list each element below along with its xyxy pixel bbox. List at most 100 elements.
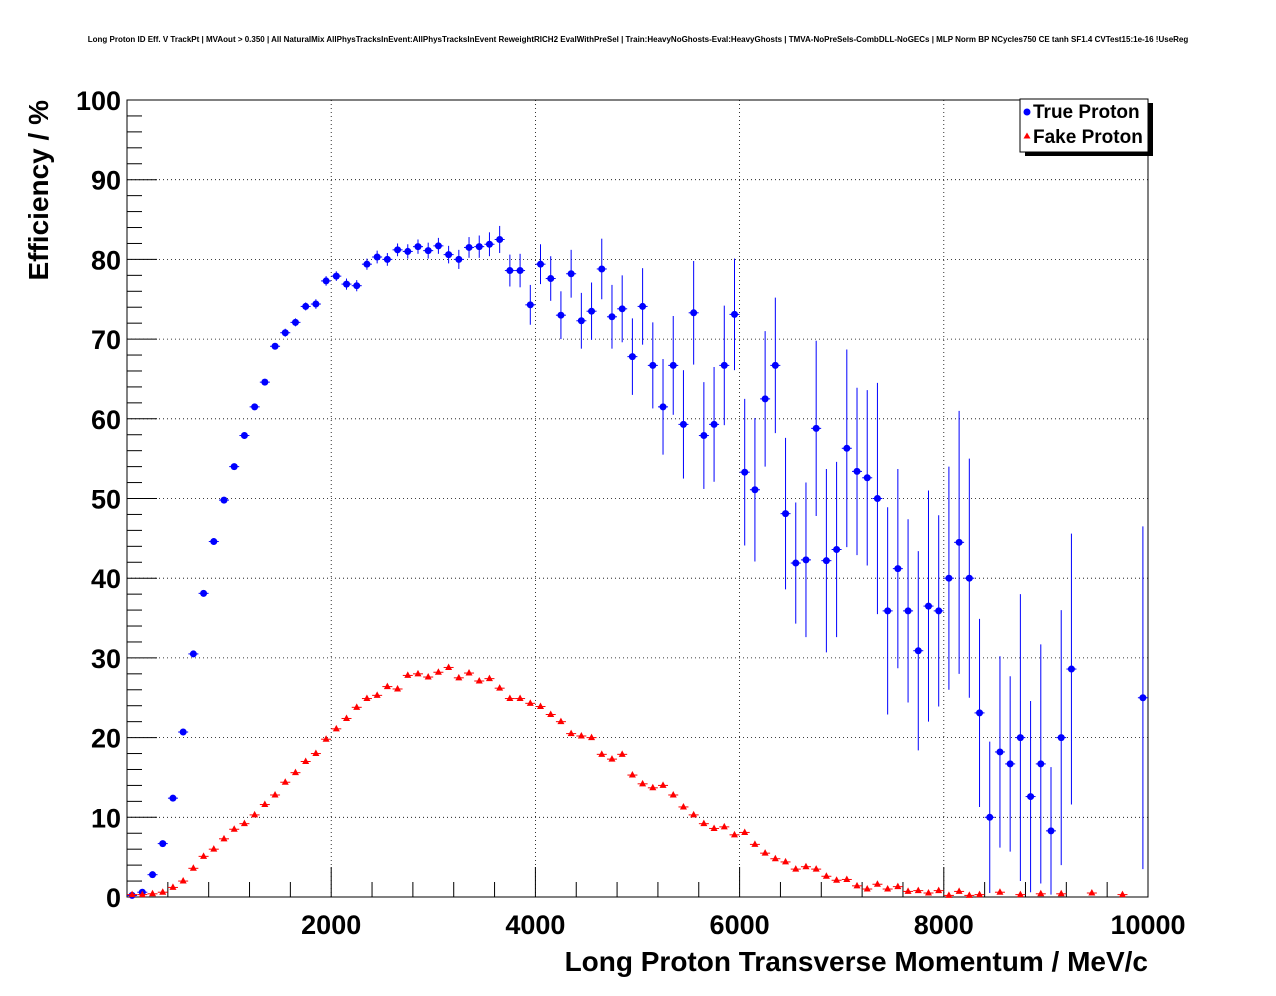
- fake-proton-point: [281, 778, 289, 785]
- fake-proton-point: [996, 888, 1004, 895]
- y-tick-label: 20: [91, 724, 121, 754]
- true-proton-point: [986, 813, 994, 821]
- true-proton-point: [261, 378, 269, 386]
- fake-proton-point: [200, 852, 208, 859]
- true-proton-point: [179, 728, 187, 736]
- true-proton-point: [373, 253, 381, 261]
- fake-proton-point: [343, 714, 351, 721]
- fake-proton-point: [230, 825, 238, 832]
- true-proton-point: [751, 486, 759, 494]
- true-proton-point: [220, 496, 228, 504]
- true-proton-point: [965, 574, 973, 582]
- y-axis-label: Efficiency / %: [23, 100, 54, 281]
- true-proton-point: [996, 748, 1004, 756]
- fake-proton-point: [751, 840, 759, 847]
- fake-proton-point: [363, 694, 371, 702]
- fake-proton-point: [771, 854, 779, 862]
- fake-proton-point: [782, 857, 790, 865]
- true-proton-point: [343, 280, 351, 288]
- y-tick-label: 50: [91, 485, 121, 515]
- y-tick-label: 10: [91, 803, 121, 833]
- fake-proton-point: [312, 749, 320, 757]
- fake-proton-point: [710, 824, 718, 831]
- fake-proton-point: [955, 887, 963, 894]
- fake-proton-point: [557, 717, 565, 725]
- axis-ticks: [126, 99, 1149, 898]
- true-proton-point: [976, 709, 984, 717]
- fake-proton-point: [220, 834, 228, 842]
- fake-proton-point: [1057, 889, 1065, 897]
- true-proton-point: [424, 247, 432, 255]
- true-proton-point: [955, 538, 963, 546]
- fake-proton-point: [843, 875, 851, 882]
- true-proton-point: [935, 607, 943, 615]
- fake-proton-point: [608, 755, 616, 762]
- fake-proton-point: [863, 885, 871, 892]
- fake-proton-point: [730, 830, 738, 838]
- true-proton-point: [577, 317, 585, 325]
- true-proton-point: [924, 602, 932, 610]
- fake-proton-point: [812, 865, 820, 872]
- fake-proton-point: [404, 671, 412, 678]
- fake-proton-point: [465, 669, 473, 676]
- true-proton-point: [1057, 734, 1065, 742]
- true-proton-point: [149, 871, 157, 879]
- x-tick-label: 4000: [505, 910, 565, 940]
- true-proton-point: [812, 424, 820, 432]
- series-fake-proton: [127, 663, 1128, 898]
- legend: True Proton Fake Proton: [1019, 98, 1153, 156]
- fake-proton-point: [394, 684, 402, 692]
- true-proton-point: [639, 302, 647, 310]
- fake-proton-point: [159, 888, 167, 895]
- fake-proton-point: [924, 889, 932, 896]
- fake-proton-point: [302, 757, 310, 765]
- fake-proton-point: [628, 771, 636, 778]
- true-proton-point: [608, 313, 616, 321]
- fake-proton-point: [690, 810, 698, 818]
- fake-proton-point: [577, 732, 585, 739]
- y-tick-label: 90: [91, 166, 121, 196]
- true-proton-point: [873, 495, 881, 502]
- true-proton-point: [618, 305, 626, 313]
- fake-proton-point: [833, 876, 841, 883]
- fake-proton-point: [884, 885, 892, 892]
- fake-proton-point: [251, 810, 259, 818]
- fake-proton-point: [700, 819, 708, 827]
- true-proton-point: [1067, 665, 1075, 673]
- series-true-proton: [127, 225, 1148, 899]
- true-proton-point: [251, 403, 259, 411]
- fake-proton-point: [567, 729, 575, 737]
- fake-proton-point: [373, 691, 381, 698]
- fake-proton-point: [210, 845, 218, 852]
- true-proton-point: [628, 353, 636, 361]
- fake-proton-point: [679, 802, 687, 810]
- y-tick-label: 30: [91, 644, 121, 674]
- true-proton-point: [322, 277, 330, 285]
- fake-proton-point: [659, 781, 667, 788]
- fake-proton-point: [588, 733, 596, 741]
- fake-proton-point: [496, 684, 504, 691]
- fake-proton-point: [618, 750, 626, 757]
- true-proton-point: [802, 556, 810, 564]
- true-proton-point: [669, 361, 677, 369]
- true-proton-point: [720, 361, 728, 369]
- fake-proton-point: [322, 735, 330, 742]
- fake-proton-point: [873, 880, 881, 887]
- true-proton-point: [598, 265, 606, 273]
- true-proton-point: [465, 243, 473, 251]
- true-proton-point: [240, 432, 248, 440]
- fake-proton-point: [455, 673, 463, 681]
- fake-proton-point: [169, 883, 177, 890]
- true-proton-point: [1037, 760, 1045, 768]
- true-proton-point: [210, 538, 218, 546]
- chart-title: Long Proton ID Eff. V TrackPt | MVAout >…: [88, 35, 1189, 44]
- fake-proton-point: [1037, 889, 1045, 897]
- fake-proton-point: [149, 889, 157, 897]
- true-proton-point: [679, 420, 687, 428]
- true-proton-point: [557, 311, 565, 319]
- true-proton-point: [567, 270, 575, 278]
- true-proton-point: [914, 647, 922, 655]
- true-proton-point: [394, 246, 402, 254]
- fake-proton-point: [526, 699, 534, 706]
- true-proton-point: [884, 607, 892, 615]
